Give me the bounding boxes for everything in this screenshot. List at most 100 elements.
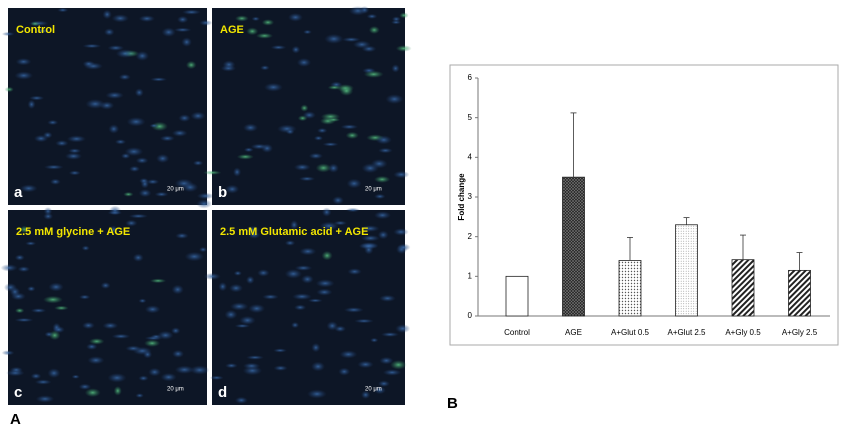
cell [290, 219, 299, 230]
cell [149, 123, 159, 128]
cell [129, 165, 140, 173]
cell [150, 334, 162, 339]
cell [397, 243, 411, 252]
cell [294, 265, 313, 271]
cell [303, 29, 312, 35]
cell [150, 77, 168, 82]
cell [49, 178, 61, 185]
cell [9, 366, 23, 374]
cell [30, 21, 40, 27]
y-tick-label: 1 [468, 271, 473, 280]
image-label: 2.5 mM glycine + AGE [16, 226, 130, 238]
cell [47, 368, 61, 379]
cell [118, 73, 131, 81]
cell [199, 19, 213, 26]
cell [236, 154, 254, 160]
cell [347, 268, 362, 275]
scale-label: 20 μm [365, 387, 382, 393]
image-letter: c [14, 384, 22, 401]
y-tick-label: 3 [468, 192, 473, 201]
bar [788, 269, 811, 317]
cell [339, 350, 358, 359]
x-tick-label: AGE [565, 328, 582, 337]
cell [366, 13, 378, 19]
cell [15, 58, 32, 66]
cell [181, 37, 192, 47]
cell [385, 94, 404, 105]
cell [49, 330, 61, 341]
cell [374, 175, 391, 183]
cell [261, 19, 275, 26]
cell [299, 247, 317, 256]
cell [111, 333, 131, 339]
cell [324, 33, 344, 44]
cell [315, 279, 335, 288]
cell [35, 28, 51, 34]
cell [82, 60, 95, 68]
cell [248, 303, 266, 314]
cell [257, 269, 270, 277]
cell [343, 307, 364, 313]
cell [81, 321, 95, 330]
cell [239, 315, 256, 325]
scale-label: 20 μm [167, 387, 184, 393]
cell [25, 241, 37, 246]
micrograph [212, 8, 405, 205]
cell [47, 119, 59, 126]
cell [340, 124, 359, 130]
cell [311, 342, 321, 353]
cell [315, 163, 332, 173]
image-label: Control [16, 24, 55, 36]
cell [292, 293, 312, 300]
cell [288, 12, 303, 22]
cell [311, 361, 326, 372]
cell [296, 57, 312, 67]
cell [379, 356, 394, 365]
cell [171, 284, 184, 295]
x-tick-label: Control [504, 328, 530, 337]
cell [128, 213, 149, 219]
y-tick-label: 2 [468, 232, 473, 241]
cell [378, 147, 393, 154]
cell [263, 82, 283, 92]
cell [82, 43, 102, 49]
cell [154, 191, 169, 197]
cell [102, 322, 119, 330]
cell [316, 288, 333, 296]
cell [285, 128, 295, 135]
cell [134, 88, 144, 97]
cell [43, 207, 53, 216]
cell [225, 363, 238, 369]
cell [230, 302, 249, 311]
cell [86, 343, 98, 350]
cell [138, 188, 152, 198]
bar [675, 224, 698, 317]
y-tick-label: 0 [468, 311, 473, 320]
cell [185, 60, 197, 70]
cell [321, 207, 332, 217]
cell [354, 318, 374, 324]
cell [270, 45, 287, 50]
cell [391, 64, 400, 73]
cell [300, 104, 309, 112]
cell [174, 365, 195, 374]
cell [71, 374, 80, 379]
cell [78, 383, 92, 390]
cell [34, 379, 52, 385]
cell [19, 184, 38, 193]
bar [505, 275, 529, 317]
cell [273, 365, 288, 371]
cell [135, 393, 144, 398]
cell [172, 349, 185, 358]
cell [234, 396, 248, 404]
cell [182, 9, 201, 15]
cell [17, 266, 31, 273]
cell [1, 31, 15, 37]
cell [84, 388, 101, 398]
cell [66, 135, 87, 143]
cell [379, 294, 396, 302]
cell [307, 298, 323, 303]
cell [144, 339, 161, 347]
image-letter: d [218, 384, 227, 401]
image-label: 2.5 mM Glutamic acid + AGE [220, 226, 368, 238]
